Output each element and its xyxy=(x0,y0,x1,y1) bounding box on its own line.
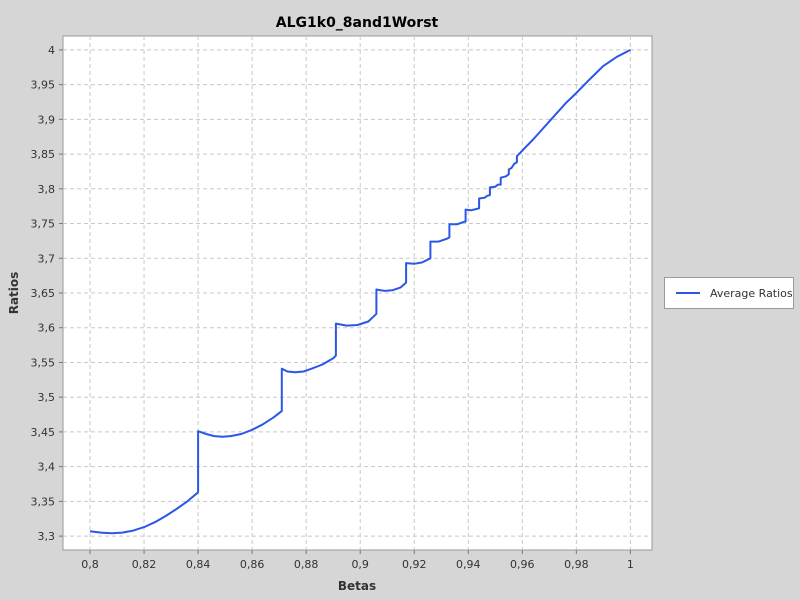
y-tick-label: 3,85 xyxy=(31,148,56,161)
x-axis-label: Betas xyxy=(338,579,376,593)
legend-swatch-average-ratios xyxy=(676,292,700,294)
y-tick-label: 3,9 xyxy=(38,113,56,126)
x-tick-label: 0,92 xyxy=(402,558,427,571)
y-tick-label: 3,55 xyxy=(31,356,56,369)
x-tick-label: 0,98 xyxy=(564,558,589,571)
y-tick-label: 3,95 xyxy=(31,79,56,92)
legend-label-average-ratios: Average Ratios xyxy=(710,286,793,300)
x-tick-label: 0,82 xyxy=(132,558,157,571)
y-tick-label: 3,75 xyxy=(31,218,56,231)
y-axis-ticks: 3,3 3,35 3,4 3,45 3,5 3,55 3,6 3,65 3,7 3,75 3,8 3,… xyxy=(31,44,63,543)
y-tick-label: 3,4 xyxy=(38,461,56,474)
chart-title: ALG1k0_8and1Worst xyxy=(276,15,439,31)
y-tick-label: 3,8 xyxy=(38,183,56,196)
y-tick-label: 3,6 xyxy=(38,322,56,335)
x-tick-label: 0,9 xyxy=(351,558,369,571)
x-tick-label: 0,86 xyxy=(240,558,265,571)
y-tick-label: 3,45 xyxy=(31,426,56,439)
y-tick-label: 3,3 xyxy=(38,530,56,543)
series-line-average-ratios xyxy=(89,49,631,535)
x-tick-label: 0,96 xyxy=(510,558,535,571)
x-tick-label: 0,84 xyxy=(186,558,211,571)
legend: Average Ratios xyxy=(664,277,794,309)
x-tick-label: 0,94 xyxy=(456,558,481,571)
x-tick-label: 1 xyxy=(627,558,634,571)
y-tick-label: 3,35 xyxy=(31,495,56,508)
y-tick-label: 3,7 xyxy=(38,252,56,265)
grid xyxy=(63,36,652,550)
x-tick-label: 0,88 xyxy=(294,558,319,571)
x-tick-label: 0,8 xyxy=(81,558,99,571)
y-tick-label: 3,65 xyxy=(31,287,56,300)
y-axis-label: Ratios xyxy=(7,272,21,315)
y-tick-label: 4 xyxy=(48,44,55,57)
x-axis-ticks: 0,8 0,82 0,84 0,86 0,88 0,9 0,92 0,94 0,96 0,98 1 xyxy=(81,550,634,571)
series-layer xyxy=(89,49,631,535)
y-tick-label: 3,5 xyxy=(38,391,56,404)
